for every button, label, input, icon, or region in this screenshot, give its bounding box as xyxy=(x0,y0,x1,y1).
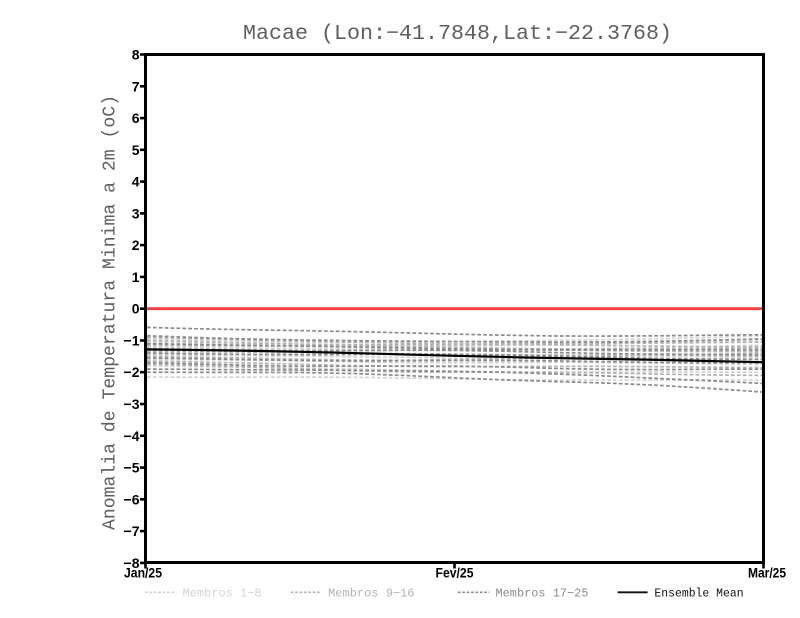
svg-text:−3: −3 xyxy=(124,396,140,412)
svg-text:Anomalia de Temperatura Minima: Anomalia de Temperatura Minima a 2m (oC) xyxy=(101,95,121,530)
svg-text:1: 1 xyxy=(132,269,140,285)
svg-text:Membros 1−8: Membros 1−8 xyxy=(183,587,262,601)
svg-text:8: 8 xyxy=(132,47,140,63)
svg-text:3: 3 xyxy=(132,205,140,221)
svg-text:7: 7 xyxy=(132,78,140,94)
svg-text:−5: −5 xyxy=(124,460,140,476)
svg-text:−6: −6 xyxy=(124,491,140,507)
svg-text:2: 2 xyxy=(132,237,140,253)
svg-text:Jan/25: Jan/25 xyxy=(124,565,162,581)
svg-text:−2: −2 xyxy=(124,364,140,380)
svg-text:−7: −7 xyxy=(124,523,140,539)
svg-text:Fev/25: Fev/25 xyxy=(436,565,474,581)
svg-text:5: 5 xyxy=(132,142,140,158)
svg-text:6: 6 xyxy=(132,110,140,126)
svg-text:0: 0 xyxy=(132,301,140,317)
svg-text:Mar/25: Mar/25 xyxy=(748,565,786,581)
svg-text:−8: −8 xyxy=(124,555,140,571)
svg-text:−4: −4 xyxy=(124,428,140,444)
svg-text:Macae (Lon:−41.7848,Lat:−22.37: Macae (Lon:−41.7848,Lat:−22.3768) xyxy=(243,23,672,46)
svg-text:Membros 9−16: Membros 9−16 xyxy=(328,587,414,601)
svg-text:−1: −1 xyxy=(124,333,140,349)
svg-text:Membros 17−25: Membros 17−25 xyxy=(496,587,589,601)
svg-text:Ensemble Mean: Ensemble Mean xyxy=(654,587,743,601)
svg-text:4: 4 xyxy=(132,174,140,190)
